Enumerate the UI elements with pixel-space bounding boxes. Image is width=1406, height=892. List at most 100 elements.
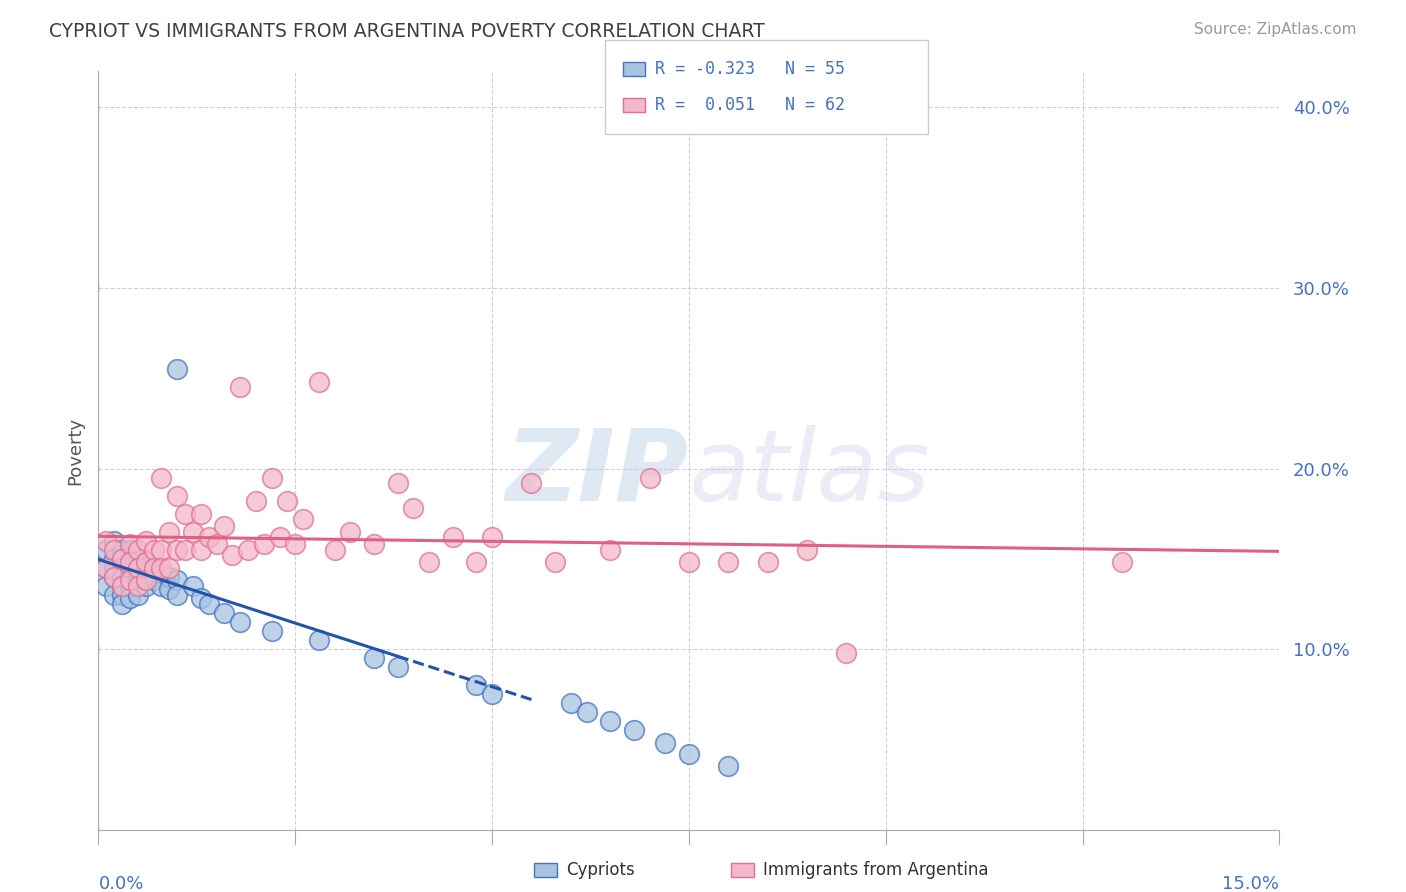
Point bbox=[292, 512, 315, 526]
Point bbox=[166, 588, 188, 602]
Point bbox=[111, 588, 134, 602]
Point bbox=[678, 555, 700, 569]
Point bbox=[276, 494, 298, 508]
Point bbox=[111, 542, 134, 557]
Point bbox=[127, 561, 149, 575]
Point bbox=[560, 696, 582, 710]
Point bbox=[150, 561, 173, 575]
Point bbox=[111, 561, 134, 575]
Text: Source: ZipAtlas.com: Source: ZipAtlas.com bbox=[1194, 22, 1357, 37]
Point bbox=[111, 579, 134, 593]
Point bbox=[638, 470, 661, 484]
Point bbox=[118, 555, 141, 569]
Point bbox=[174, 542, 197, 557]
Point bbox=[150, 542, 173, 557]
Point bbox=[118, 566, 141, 581]
Point bbox=[150, 579, 173, 593]
Point bbox=[197, 530, 219, 544]
Point bbox=[135, 566, 157, 581]
Point bbox=[157, 570, 180, 584]
Point bbox=[174, 507, 197, 521]
Point bbox=[654, 736, 676, 750]
Point bbox=[575, 705, 598, 719]
Point bbox=[103, 588, 125, 602]
Point bbox=[1111, 555, 1133, 569]
Text: 15.0%: 15.0% bbox=[1222, 875, 1279, 892]
Point bbox=[150, 566, 173, 581]
Text: Cypriots: Cypriots bbox=[567, 861, 636, 879]
Text: atlas: atlas bbox=[689, 425, 931, 522]
Point bbox=[111, 579, 134, 593]
Point bbox=[190, 591, 212, 606]
Point bbox=[229, 380, 252, 394]
Point bbox=[190, 542, 212, 557]
Point bbox=[269, 530, 291, 544]
Point bbox=[103, 570, 125, 584]
Point bbox=[260, 470, 283, 484]
Point bbox=[127, 579, 149, 593]
Text: CYPRIOT VS IMMIGRANTS FROM ARGENTINA POVERTY CORRELATION CHART: CYPRIOT VS IMMIGRANTS FROM ARGENTINA POV… bbox=[49, 22, 765, 41]
Point bbox=[127, 561, 149, 575]
Point bbox=[111, 597, 134, 611]
Point bbox=[481, 687, 503, 701]
Point bbox=[221, 548, 243, 562]
Point bbox=[465, 678, 488, 692]
Point bbox=[135, 555, 157, 569]
Point bbox=[118, 579, 141, 593]
Point bbox=[214, 606, 236, 620]
Point bbox=[135, 533, 157, 548]
Point bbox=[835, 646, 858, 660]
Point bbox=[103, 551, 125, 566]
Point bbox=[118, 537, 141, 551]
Point bbox=[135, 579, 157, 593]
Point bbox=[796, 542, 818, 557]
Point bbox=[142, 561, 165, 575]
Point bbox=[103, 570, 125, 584]
Point bbox=[717, 759, 740, 773]
Point bbox=[229, 615, 252, 629]
Point bbox=[127, 542, 149, 557]
Point bbox=[96, 542, 118, 557]
Point bbox=[118, 555, 141, 569]
Point bbox=[623, 723, 645, 738]
Point bbox=[308, 375, 330, 389]
Point bbox=[142, 574, 165, 588]
Point bbox=[717, 555, 740, 569]
Point bbox=[260, 624, 283, 638]
Point bbox=[205, 537, 228, 551]
Point bbox=[111, 551, 134, 566]
Text: 0.0%: 0.0% bbox=[98, 875, 143, 892]
Point bbox=[103, 533, 125, 548]
Point bbox=[236, 542, 259, 557]
Y-axis label: Poverty: Poverty bbox=[66, 417, 84, 484]
Text: R =  0.051   N = 62: R = 0.051 N = 62 bbox=[655, 96, 845, 114]
Point bbox=[166, 542, 188, 557]
Point bbox=[387, 660, 409, 674]
Point bbox=[150, 470, 173, 484]
Point bbox=[387, 475, 409, 490]
Point bbox=[181, 579, 204, 593]
Point bbox=[103, 542, 125, 557]
Point bbox=[157, 524, 180, 539]
Point bbox=[481, 530, 503, 544]
Point bbox=[181, 524, 204, 539]
Point bbox=[118, 542, 141, 557]
Point bbox=[118, 574, 141, 588]
Point bbox=[418, 555, 440, 569]
Point bbox=[166, 574, 188, 588]
Point bbox=[96, 561, 118, 575]
Point bbox=[118, 591, 141, 606]
Point bbox=[363, 651, 385, 665]
Point bbox=[157, 561, 180, 575]
Point bbox=[284, 537, 307, 551]
Point bbox=[96, 579, 118, 593]
Point bbox=[441, 530, 464, 544]
Point bbox=[190, 507, 212, 521]
Point bbox=[96, 561, 118, 575]
Point bbox=[142, 561, 165, 575]
Point bbox=[544, 555, 567, 569]
Point bbox=[363, 537, 385, 551]
Point bbox=[756, 555, 779, 569]
Point bbox=[678, 747, 700, 761]
Point bbox=[402, 501, 425, 516]
